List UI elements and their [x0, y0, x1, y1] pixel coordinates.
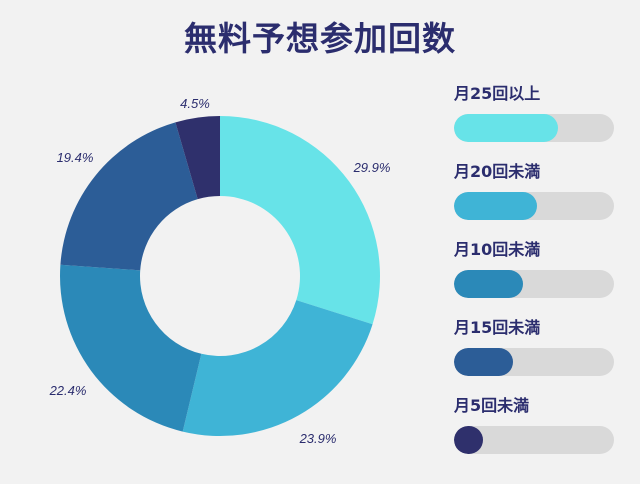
donut-slice: [59, 264, 202, 432]
slice-percent-label: 23.9%: [299, 431, 337, 446]
slice-percent-label: 4.5%: [180, 96, 210, 111]
legend-bar-fill: [454, 114, 558, 142]
chart-title: 無料予想参加回数: [184, 19, 456, 58]
legend-item: 月25回以上: [454, 82, 614, 142]
legend-label: 月20回未満: [454, 162, 541, 181]
legend-label: 月5回未満: [454, 396, 530, 415]
legend-bar-fill: [454, 270, 523, 298]
legend-bar-track: [454, 426, 614, 454]
donut-slice: [60, 122, 198, 271]
donut-slice: [220, 116, 380, 325]
legend-bar-track: [454, 270, 614, 298]
donut-slice: [182, 300, 373, 436]
donut-slice: [175, 116, 220, 200]
legend-label: 月10回未満: [454, 240, 541, 259]
slice-percent-label: 22.4%: [49, 383, 87, 398]
legend-item: 月5回未満: [454, 394, 614, 454]
legend-label: 月15回未満: [454, 318, 541, 337]
legend-label: 月25回以上: [454, 84, 541, 103]
slice-percent-label: 29.9%: [353, 160, 391, 175]
legend-bar-track: [454, 348, 614, 376]
legend-bar-fill: [454, 192, 538, 220]
legend-item: 月15回未満: [454, 316, 614, 376]
legend-item: 月20回未満: [454, 160, 614, 220]
legend-item: 月10回未満: [454, 238, 614, 298]
legend-bar-fill: [454, 348, 514, 376]
legend-bar-track: [454, 192, 614, 220]
legend-bar-track: [454, 114, 614, 142]
slice-percent-label: 19.4%: [57, 150, 94, 165]
legend-bar-fill: [454, 426, 483, 454]
